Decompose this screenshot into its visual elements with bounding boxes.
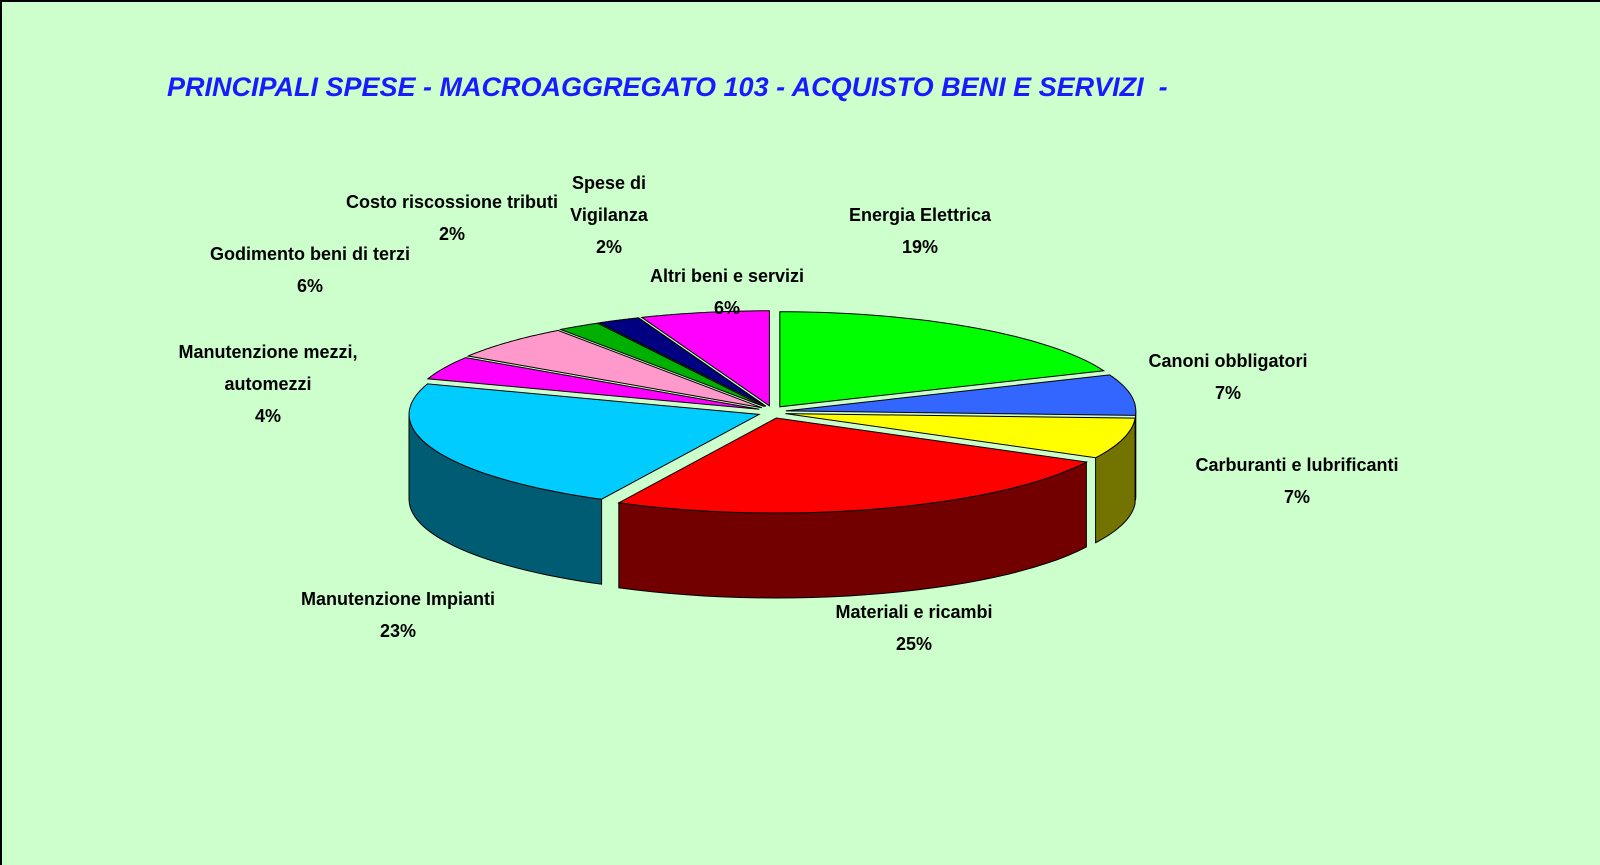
label-name: Manutenzione Impianti — [300, 589, 495, 609]
label-value: 4% — [254, 406, 281, 426]
slice — [640, 310, 770, 407]
label-name: Costo riscossione tributi — [345, 192, 559, 212]
data-label: Canoni obbligatori 7% — [1078, 345, 1378, 409]
label-value: 6% — [296, 276, 323, 296]
label-value: 7% — [1283, 487, 1310, 507]
label-name: Energia Elettrica — [848, 205, 992, 225]
label-name: Materiali e ricambi — [835, 602, 993, 622]
label-value: 23% — [379, 621, 417, 641]
data-label: Altri beni e servizi 6% — [597, 260, 857, 324]
label-value: 2% — [595, 237, 622, 257]
data-label: Carburanti e lubrificanti 7% — [1137, 449, 1457, 513]
label-value: 7% — [1214, 383, 1241, 403]
label-name: Canoni obbligatori — [1148, 351, 1308, 371]
label-name: Spese di Vigilanza — [570, 173, 648, 225]
slice-sides — [408, 410, 1137, 599]
slice — [408, 383, 761, 500]
slice — [597, 317, 767, 407]
slice — [466, 329, 763, 409]
label-value: 25% — [895, 634, 933, 654]
label-name: Manutenzione mezzi, automezzi — [178, 342, 358, 394]
chart-title: PRINCIPALI SPESE - MACROAGGREGATO 103 - … — [167, 72, 1168, 102]
slice — [785, 374, 1137, 416]
label-name: Altri beni e servizi — [649, 266, 805, 286]
data-label: Energia Elettrica 19% — [770, 199, 1070, 263]
label-name: Godimento beni di terzi — [210, 244, 411, 264]
data-label: Costo riscossione tributi 2% — [342, 186, 562, 250]
slice-tops — [408, 310, 1137, 514]
data-label: Manutenzione mezzi, automezzi 4% — [138, 336, 398, 432]
slice — [785, 413, 1136, 459]
slice — [779, 311, 1106, 408]
label-value: 6% — [713, 298, 740, 318]
data-label: Manutenzione Impianti 23% — [238, 583, 558, 647]
label-value: 19% — [901, 237, 939, 257]
slice — [617, 417, 1089, 514]
slice — [426, 357, 760, 410]
label-value: 2% — [438, 224, 465, 244]
data-label: Materiali e ricambi 25% — [764, 596, 1064, 660]
data-label: Spese di Vigilanza 2% — [554, 167, 664, 263]
data-label: Godimento beni di terzi 6% — [210, 238, 410, 302]
slice — [558, 322, 765, 408]
label-name: Carburanti e lubrificanti — [1195, 455, 1399, 475]
